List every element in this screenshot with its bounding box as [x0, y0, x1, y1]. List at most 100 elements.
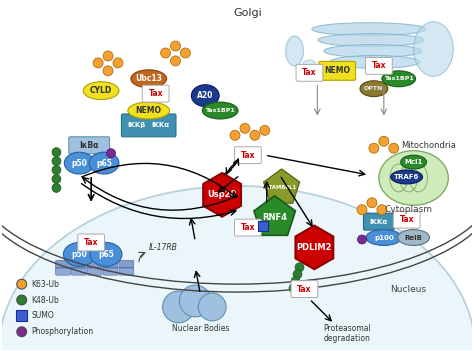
Circle shape: [163, 291, 194, 323]
Ellipse shape: [89, 152, 119, 174]
FancyBboxPatch shape: [119, 267, 134, 275]
Polygon shape: [264, 169, 300, 203]
Text: Cytoplasm: Cytoplasm: [384, 205, 433, 214]
Text: K63-Ub: K63-Ub: [32, 280, 60, 289]
Polygon shape: [254, 196, 295, 235]
FancyBboxPatch shape: [142, 85, 169, 102]
Text: IKKβ: IKKβ: [128, 122, 146, 128]
FancyBboxPatch shape: [55, 267, 70, 275]
Text: Tax1BP1: Tax1BP1: [205, 108, 235, 113]
Circle shape: [52, 157, 61, 166]
FancyBboxPatch shape: [69, 137, 109, 154]
FancyBboxPatch shape: [319, 61, 356, 80]
Text: Tax: Tax: [241, 151, 255, 160]
Text: Mcl1: Mcl1: [404, 159, 423, 165]
Ellipse shape: [401, 155, 427, 169]
FancyBboxPatch shape: [103, 267, 118, 275]
Text: NEMO: NEMO: [324, 66, 350, 75]
Ellipse shape: [312, 23, 426, 35]
Text: Tax: Tax: [148, 89, 163, 98]
Ellipse shape: [379, 151, 448, 205]
Text: IKKα: IKKα: [152, 122, 170, 128]
Text: IκBα: IκBα: [80, 141, 99, 150]
Circle shape: [107, 149, 116, 158]
Circle shape: [389, 143, 399, 153]
FancyBboxPatch shape: [296, 64, 323, 81]
Ellipse shape: [0, 186, 474, 351]
Text: p65: p65: [98, 250, 114, 259]
Ellipse shape: [131, 70, 166, 88]
Ellipse shape: [382, 71, 416, 87]
Ellipse shape: [366, 230, 401, 245]
Ellipse shape: [191, 85, 219, 107]
Circle shape: [198, 293, 226, 321]
FancyBboxPatch shape: [235, 147, 261, 164]
Circle shape: [113, 58, 123, 68]
Text: Tax1BP1: Tax1BP1: [384, 76, 414, 81]
Circle shape: [250, 130, 260, 140]
FancyBboxPatch shape: [365, 58, 392, 74]
Text: CYLD: CYLD: [90, 86, 112, 95]
Ellipse shape: [202, 102, 238, 119]
Text: TRAF6: TRAF6: [394, 174, 419, 180]
Circle shape: [103, 66, 113, 76]
Ellipse shape: [302, 60, 316, 72]
Ellipse shape: [414, 22, 453, 76]
FancyBboxPatch shape: [78, 234, 105, 251]
Text: Tax: Tax: [241, 223, 255, 232]
Text: Tax: Tax: [372, 61, 386, 70]
Circle shape: [181, 48, 191, 58]
FancyBboxPatch shape: [393, 211, 420, 228]
Text: Nuclear Bodies: Nuclear Bodies: [172, 324, 229, 333]
Text: Tax: Tax: [400, 215, 414, 224]
Text: Usp20: Usp20: [208, 190, 237, 199]
Circle shape: [17, 279, 27, 289]
Text: Tax: Tax: [84, 238, 99, 247]
FancyBboxPatch shape: [71, 267, 86, 275]
Circle shape: [230, 130, 240, 140]
FancyBboxPatch shape: [16, 310, 27, 321]
Text: Tax: Tax: [302, 68, 317, 77]
Text: Golgi: Golgi: [234, 8, 262, 18]
Text: PDLIM2: PDLIM2: [297, 243, 332, 252]
Text: K48-Ub: K48-Ub: [32, 296, 59, 305]
Text: IKKα: IKKα: [370, 219, 388, 225]
Ellipse shape: [286, 36, 303, 66]
Circle shape: [295, 263, 304, 272]
Circle shape: [171, 56, 181, 66]
FancyBboxPatch shape: [258, 221, 268, 231]
Text: p50: p50: [71, 250, 87, 259]
FancyBboxPatch shape: [103, 260, 118, 268]
Ellipse shape: [64, 152, 94, 174]
Ellipse shape: [318, 34, 424, 47]
Text: NEMO: NEMO: [136, 106, 162, 115]
Ellipse shape: [330, 55, 420, 68]
Text: Nucleus: Nucleus: [391, 285, 427, 293]
FancyBboxPatch shape: [55, 260, 70, 268]
Text: STAMBPL1: STAMBPL1: [266, 185, 297, 190]
Text: p50: p50: [71, 159, 87, 167]
Text: Phosphorylation: Phosphorylation: [32, 327, 94, 336]
FancyBboxPatch shape: [119, 260, 134, 268]
Circle shape: [52, 166, 61, 174]
FancyBboxPatch shape: [87, 267, 102, 275]
Text: Tax: Tax: [297, 285, 312, 293]
Text: Ubc13: Ubc13: [135, 74, 162, 83]
Text: SUMO: SUMO: [32, 311, 55, 320]
Ellipse shape: [128, 102, 170, 119]
Circle shape: [240, 124, 250, 133]
Circle shape: [377, 205, 387, 215]
Circle shape: [379, 136, 389, 146]
Text: IL-17RB: IL-17RB: [149, 243, 178, 252]
Text: RNF4: RNF4: [262, 213, 287, 222]
FancyBboxPatch shape: [71, 260, 86, 268]
Text: p65: p65: [96, 159, 112, 167]
Text: RelB: RelB: [405, 234, 422, 240]
Circle shape: [369, 143, 379, 153]
Ellipse shape: [360, 81, 388, 97]
Circle shape: [93, 58, 103, 68]
Polygon shape: [203, 173, 241, 217]
Text: A20: A20: [197, 91, 213, 100]
Text: OPTN: OPTN: [364, 86, 383, 91]
Circle shape: [52, 148, 61, 157]
